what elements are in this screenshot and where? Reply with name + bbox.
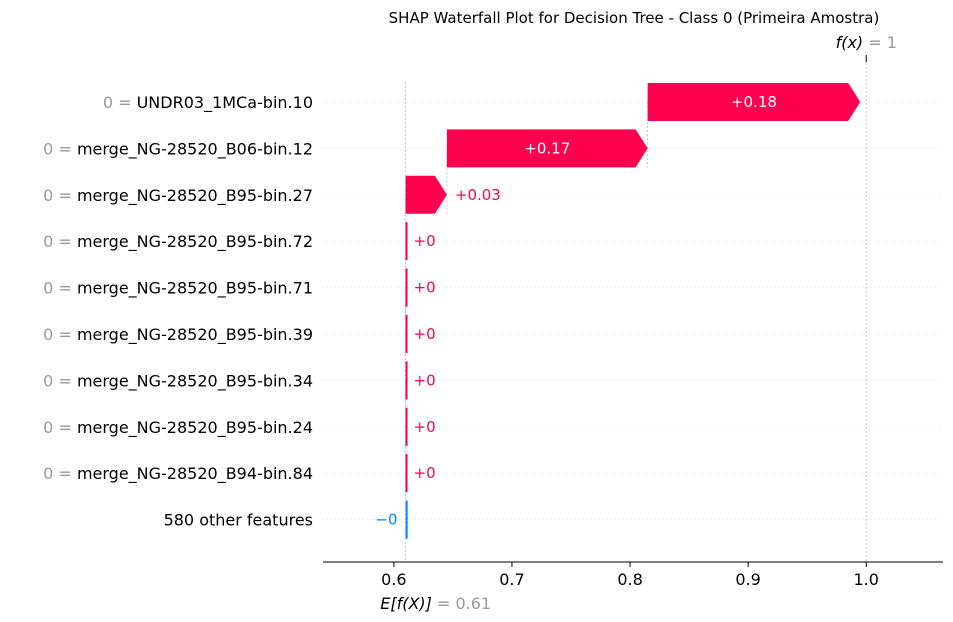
- x-tick-label: 0.8: [617, 570, 642, 589]
- feature-value: 0 =: [43, 418, 77, 437]
- feature-label: 0 = merge_NG-28520_B94-bin.84: [43, 464, 313, 484]
- feature-name: merge_NG-28520_B95-bin.39: [77, 325, 313, 345]
- shap-bar: [647, 83, 861, 121]
- feature-label: 0 = merge_NG-28520_B06-bin.12: [43, 139, 313, 159]
- bar-value-label: +0: [414, 418, 436, 436]
- feature-name: merge_NG-28520_B95-bin.27: [77, 186, 313, 206]
- bar-labels: +0.18 +0.17 +0.03 +0 +0 +0 +0 +0 +0 −0: [375, 93, 776, 529]
- feature-label: 0 = merge_NG-28520_B95-bin.71: [43, 279, 313, 299]
- bars: [405, 83, 861, 539]
- output-symbol: f(x): [836, 33, 869, 52]
- feature-value: 0 =: [43, 371, 77, 390]
- feature-name: merge_NG-28520_B95-bin.24: [77, 418, 313, 438]
- feature-label: 0 = merge_NG-28520_B95-bin.39: [43, 325, 313, 345]
- feature-value: 0 =: [43, 232, 77, 251]
- x-tick-label: 0.6: [381, 570, 406, 589]
- bar-value-label: +0: [414, 325, 436, 343]
- shap-bar: [446, 129, 648, 168]
- feature-labels: 0 = UNDR03_1MCa-bin.100 = merge_NG-28520…: [43, 93, 313, 530]
- feature-label: 0 = merge_NG-28520_B95-bin.34: [43, 371, 313, 391]
- feature-label: 0 = merge_NG-28520_B95-bin.27: [43, 186, 313, 206]
- bar-value-label: +0: [414, 232, 436, 250]
- feature-name: merge_NG-28520_B06-bin.12: [77, 139, 313, 159]
- x-axis-ticks: 0.6 0.7 0.8 0.9 1.0: [381, 562, 879, 589]
- feature-value: 0 =: [43, 139, 77, 158]
- x-tick-label: 0.7: [499, 570, 524, 589]
- feature-value: 0 =: [103, 93, 137, 112]
- shap-bar: [405, 175, 447, 214]
- feature-name: 580 other features: [164, 511, 313, 530]
- feature-name: merge_NG-28520_B94-bin.84: [77, 464, 313, 484]
- feature-name: UNDR03_1MCa-bin.10: [137, 93, 313, 113]
- feature-label: 0 = merge_NG-28520_B95-bin.72: [43, 232, 313, 252]
- output-value: = 1: [868, 33, 897, 52]
- feature-name: merge_NG-28520_B95-bin.72: [77, 232, 313, 252]
- bar-value-label: +0: [414, 279, 436, 297]
- feature-value: 0 =: [43, 325, 77, 344]
- bar-value-label: +0.17: [524, 139, 570, 157]
- base-value-label: E[f(X)] = 0.61: [380, 594, 491, 613]
- feature-label: 0 = UNDR03_1MCa-bin.10: [103, 93, 313, 113]
- feature-value: 0 =: [43, 464, 77, 483]
- chart-title: SHAP Waterfall Plot for Decision Tree - …: [389, 9, 880, 27]
- feature-label: 0 = merge_NG-28520_B95-bin.24: [43, 418, 313, 438]
- feature-label: 580 other features: [164, 511, 313, 530]
- bar-value-label: +0.03: [455, 186, 501, 204]
- bar-value-label: +0.18: [731, 93, 777, 111]
- feature-value: 0 =: [43, 279, 77, 298]
- x-tick-label: 1.0: [854, 570, 879, 589]
- x-tick-label: 0.9: [735, 570, 760, 589]
- bar-value-label: −0: [375, 511, 397, 529]
- base-value: = 0.61: [437, 594, 491, 613]
- bar-value-label: +0: [414, 464, 436, 482]
- feature-name: merge_NG-28520_B95-bin.34: [77, 371, 313, 391]
- feature-name: merge_NG-28520_B95-bin.71: [77, 279, 313, 299]
- output-value-label: f(x) = 1: [836, 33, 897, 52]
- feature-value: 0 =: [43, 186, 77, 205]
- base-symbol: E[f(X)]: [380, 594, 437, 613]
- bar-value-label: +0: [414, 371, 436, 389]
